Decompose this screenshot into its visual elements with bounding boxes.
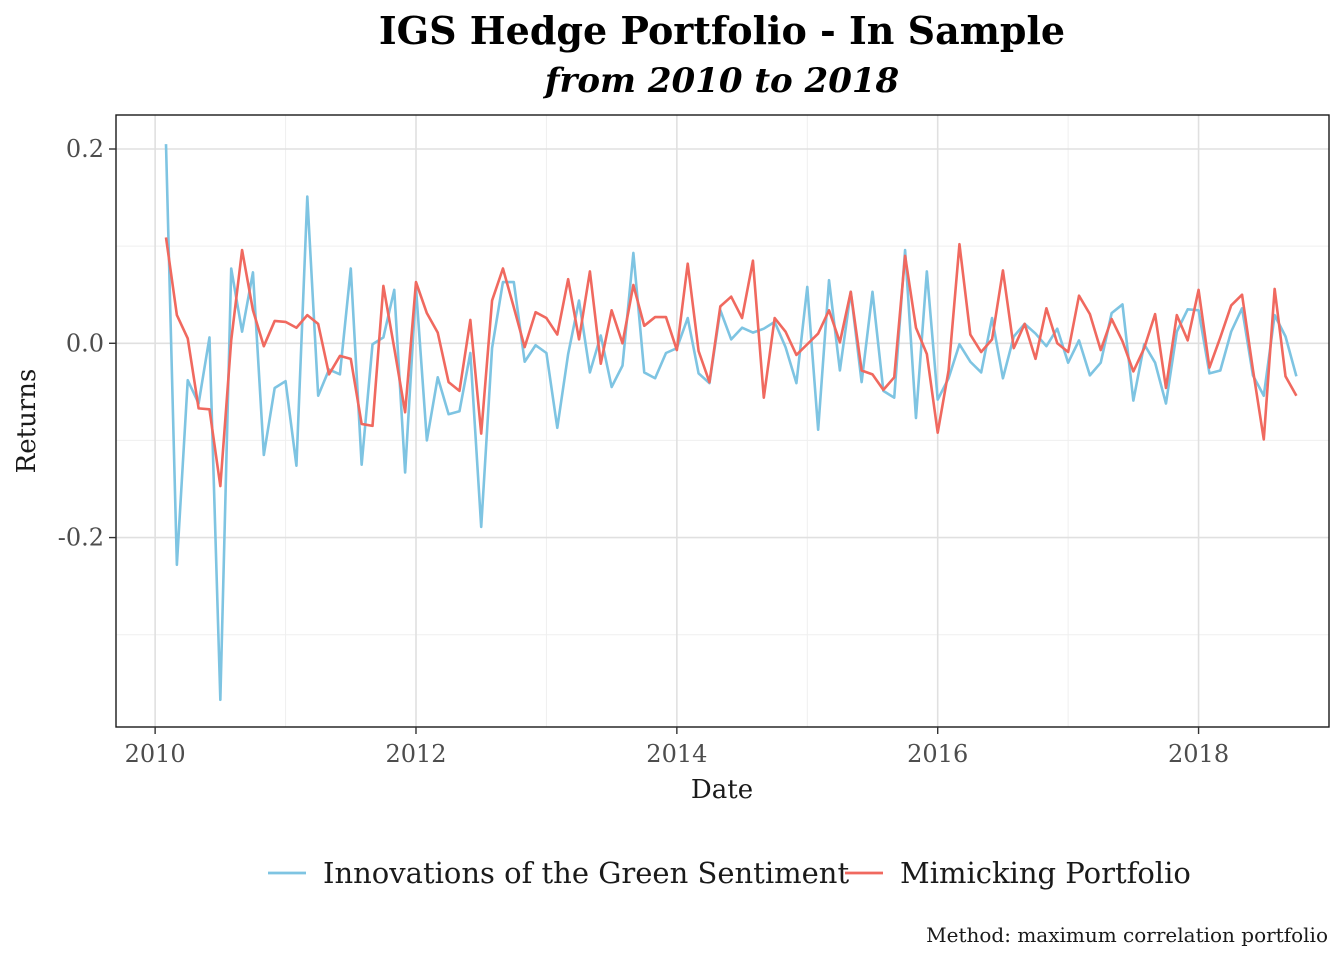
y-tick-label: -0.2 [58,524,104,552]
plot-border [115,114,1330,728]
chart-caption: Method: maximum correlation portfolio [926,923,1328,947]
grid-major [116,115,1329,727]
x-tick-label: 2014 [646,740,707,768]
chart-title: IGS Hedge Portfolio - In Sample [379,8,1065,53]
x-tick-label: 2018 [1168,740,1229,768]
legend: Innovations of the Green Sentiment Mimick… [268,856,1191,890]
x-tick-label: 2012 [385,740,446,768]
y-tick-label: 0.0 [66,329,104,357]
plot-background [116,115,1329,727]
legend-label-mimicking-portfolio: Mimicking Portfolio [900,856,1191,890]
chart-subtitle: from 2010 to 2018 [543,61,899,101]
grid-minor [116,115,1329,727]
plot-panel [116,115,1329,727]
y-axis-title: Returns [12,369,42,474]
y-tick-label: 0.2 [66,135,104,163]
series-layer [164,144,1298,702]
x-tick-label: 2016 [907,740,968,768]
legend-label-green-sentiment: Innovations of the Green Sentiment [323,856,849,890]
x-tick-label: 2010 [125,740,186,768]
series-line-mimicking-portfolio [164,237,1298,488]
panel-border [115,114,1330,728]
x-axis-title: Date [691,775,753,805]
y-axis: 0.2 0.0 -0.2 [58,135,116,552]
x-axis: 2010 2012 2014 2016 2018 [125,727,1229,768]
